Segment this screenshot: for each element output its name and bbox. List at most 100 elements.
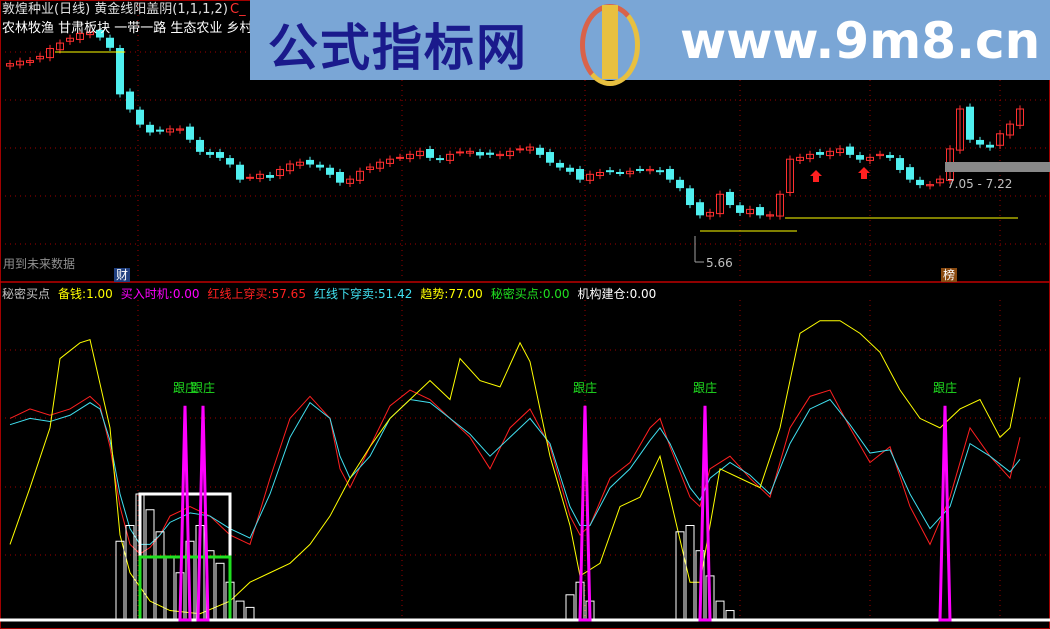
candle-down xyxy=(216,152,224,158)
histogram-bar xyxy=(235,600,245,621)
candle-down xyxy=(846,146,854,155)
indicator-number: 77.00 xyxy=(448,287,483,301)
candle-up xyxy=(46,48,54,59)
candle-down xyxy=(106,37,114,48)
candle-down xyxy=(96,29,104,38)
candle-up xyxy=(66,37,74,42)
candle-up xyxy=(786,158,794,193)
candle-down xyxy=(886,155,894,158)
candle-up xyxy=(86,31,94,36)
candle-down xyxy=(546,152,554,163)
candle-up xyxy=(366,166,374,170)
candle-up xyxy=(706,211,714,217)
candle-down xyxy=(556,162,564,168)
histogram-bar xyxy=(115,540,125,621)
candle-up xyxy=(6,63,14,67)
candle-down xyxy=(196,139,204,152)
signal-spike xyxy=(698,405,712,622)
indicator-value-4: 趋势:77.00 xyxy=(420,287,482,301)
signal-spike xyxy=(578,405,592,622)
candle-up xyxy=(646,168,654,172)
candle-up xyxy=(16,60,24,66)
candle-up xyxy=(496,153,504,157)
candle-down xyxy=(726,191,734,206)
candle-down xyxy=(696,202,704,216)
corner-label: C_ xyxy=(230,2,246,17)
candle-down xyxy=(206,152,214,155)
rank-tag[interactable]: 榜 xyxy=(941,268,958,282)
candle-up xyxy=(516,148,524,151)
indicator-label: 趋势: xyxy=(420,287,449,301)
indicator-name: 秘密买点 xyxy=(2,287,51,301)
candle-up xyxy=(996,133,1004,146)
candle-down xyxy=(476,152,484,156)
histogram-bar xyxy=(565,594,575,621)
candle-up xyxy=(1006,123,1014,136)
candle-up xyxy=(926,184,934,187)
candle-down xyxy=(636,168,644,171)
watermark-url: www.9m8.cn xyxy=(680,12,1041,70)
candle-up xyxy=(796,156,804,161)
candle-up xyxy=(626,170,634,175)
candle-up xyxy=(526,146,534,151)
candle-down xyxy=(906,167,914,180)
candle-down xyxy=(976,139,984,145)
indicator-label: 红线上穿买: xyxy=(207,287,272,301)
candle-up xyxy=(346,178,354,184)
candle-up xyxy=(256,173,264,180)
indicator-value-5: 秘密买点:0.00 xyxy=(491,287,570,301)
candle-up xyxy=(26,60,34,63)
candle-down xyxy=(916,179,924,186)
candle-down xyxy=(666,168,674,180)
indicator-label: 机构建仓: xyxy=(577,287,630,301)
indicator-number: 51.42 xyxy=(378,287,413,301)
finance-tag[interactable]: 财 xyxy=(114,268,131,282)
signal-label: 跟庄 xyxy=(693,381,718,395)
indicator-header: 秘密买点 备钱:1.00 买入时机:0.00 红线上穿买:57.65 红线下穿卖:51… xyxy=(2,287,656,301)
watermark-site-name: 公式指标网 xyxy=(268,19,528,77)
candle-down xyxy=(576,168,584,180)
candle-up xyxy=(826,150,834,157)
candle-up xyxy=(866,156,874,161)
candle-down xyxy=(156,129,164,132)
green-box-line xyxy=(138,555,232,620)
signal-label: 跟庄 xyxy=(173,381,198,395)
indicator-value-6: 机构建仓:0.00 xyxy=(578,287,657,301)
candle-up xyxy=(956,108,964,151)
candle-down xyxy=(986,144,994,148)
candle-up xyxy=(456,151,464,154)
indicator-line xyxy=(9,398,1021,545)
signal-label: 跟庄 xyxy=(573,381,598,395)
candle-down xyxy=(146,124,154,133)
candle-up xyxy=(876,153,884,157)
candle-up xyxy=(466,150,474,154)
candle-down xyxy=(126,91,134,110)
candle-down xyxy=(966,106,974,140)
candle-up xyxy=(716,193,724,215)
candle-up xyxy=(76,32,84,40)
future-data-note: 用到未来数据 xyxy=(3,257,76,271)
candle-up xyxy=(356,170,364,181)
candle-down xyxy=(736,205,744,213)
candle-up xyxy=(286,163,294,172)
histogram-bar xyxy=(145,509,155,621)
candle-down xyxy=(656,170,664,173)
candle-down xyxy=(426,149,434,158)
candle-down xyxy=(226,158,234,165)
candle-up xyxy=(406,153,414,160)
candle-down xyxy=(336,171,344,183)
candle-down xyxy=(616,171,624,174)
sector-tags: 农林牧渔 甘肃板块 一带一路 生态农业 乡村振兴 xyxy=(2,21,279,36)
candle-down xyxy=(306,159,314,165)
buy-arrow-icon xyxy=(858,167,870,179)
histogram-bar xyxy=(215,562,225,621)
candle-up xyxy=(446,153,454,161)
candle-up xyxy=(776,193,784,217)
indicator-line xyxy=(9,389,1021,555)
candle-up xyxy=(296,161,304,166)
candle-down xyxy=(536,147,544,155)
candle-down xyxy=(316,164,324,168)
candle-down xyxy=(816,152,824,155)
